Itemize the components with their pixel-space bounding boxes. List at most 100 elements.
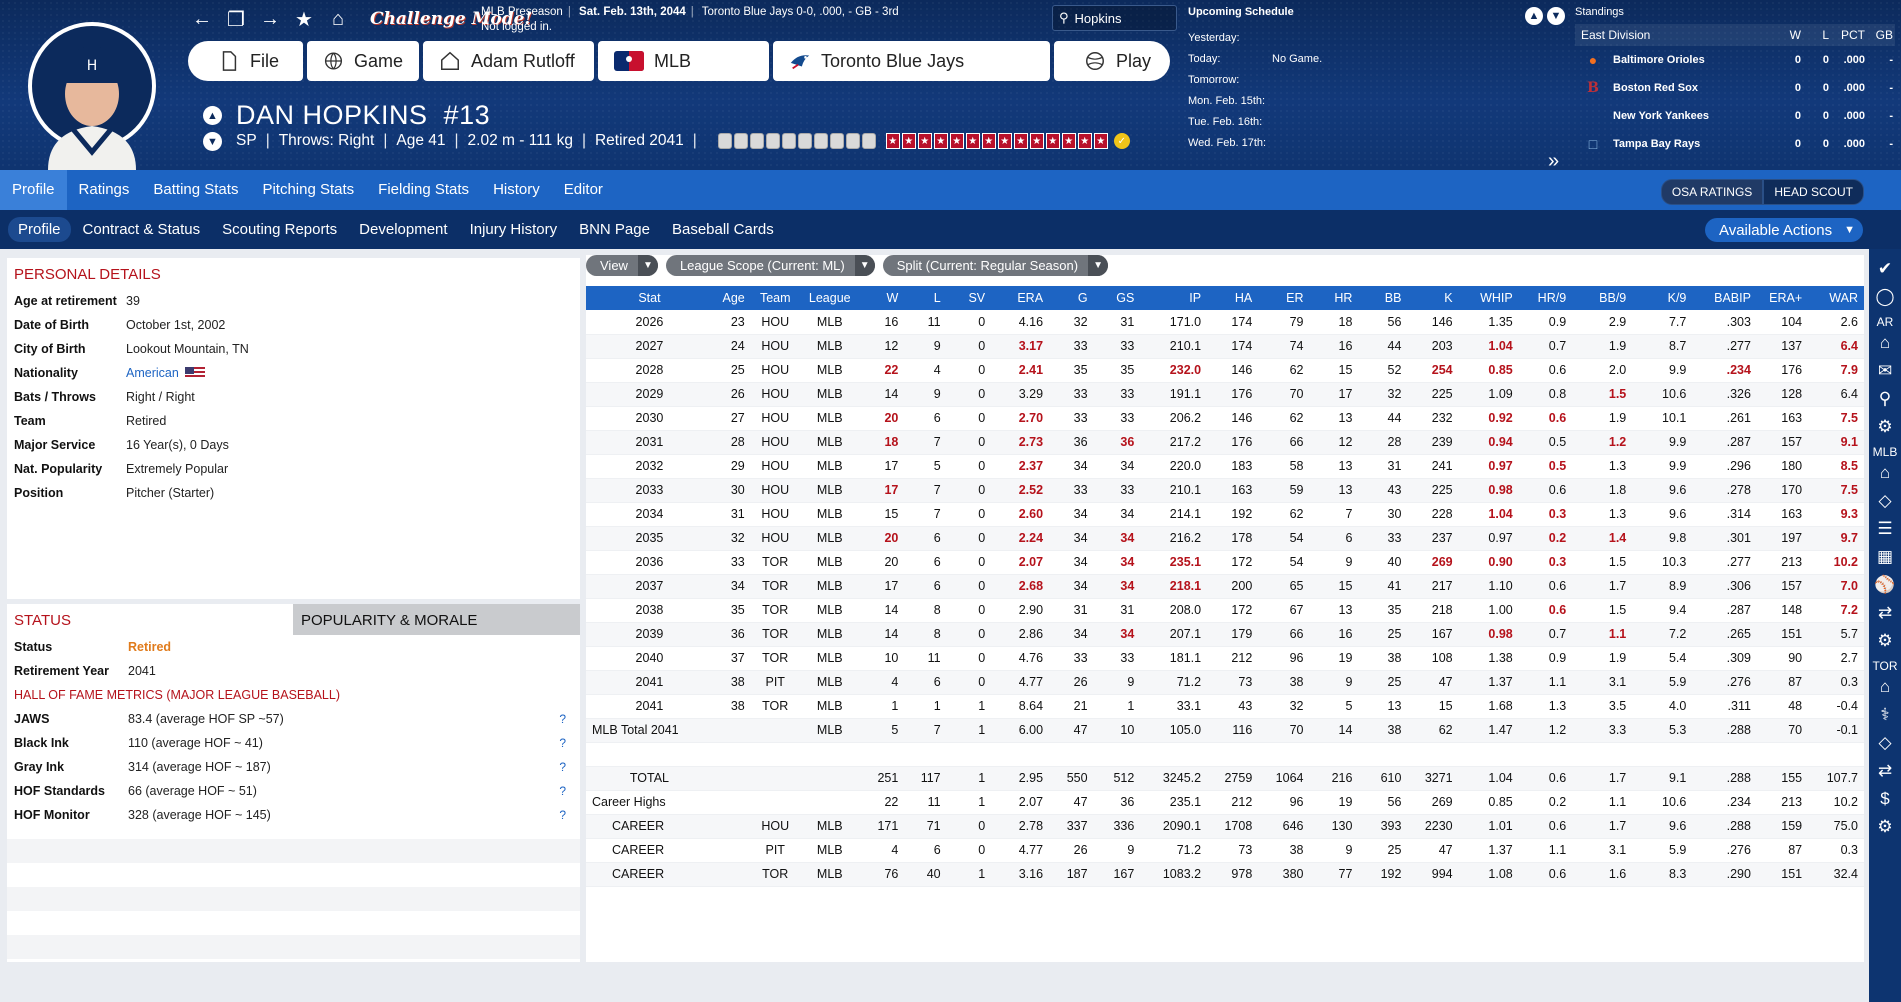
chevron-up-icon[interactable]: ▲ <box>1525 7 1543 25</box>
column-header[interactable]: BB/9 <box>1572 286 1633 310</box>
table-row[interactable]: 2034 31 HOU MLB 15 7 0 2.60 34 34 214.1 192 62 7 30 228… <box>586 502 1864 527</box>
gear-icon[interactable]: ⚙ <box>1877 817 1893 836</box>
subtab-contract-status[interactable]: Contract & Status <box>82 221 201 238</box>
column-header[interactable]: Stat <box>586 286 713 310</box>
subtab-injury-history[interactable]: Injury History <box>469 221 558 238</box>
league-button[interactable]: MLB <box>598 41 769 81</box>
allstar-star-icon[interactable]: ★ <box>997 133 1012 149</box>
award-badge-icon[interactable] <box>733 133 748 149</box>
help-icon[interactable]: ? <box>559 712 566 726</box>
award-badge-icon[interactable] <box>813 133 828 149</box>
dollar-icon[interactable]: $ <box>1880 789 1890 808</box>
subtab-scouting-reports[interactable]: Scouting Reports <box>222 221 338 238</box>
allstar-star-icon[interactable]: ★ <box>901 133 916 149</box>
table-row[interactable]: TOTAL 251 117 1 2.95 550 512 3245.2 2759 1064 216 6… <box>586 766 1864 791</box>
search-icon[interactable]: ⚲ <box>1878 389 1892 408</box>
column-header[interactable]: WAR <box>1808 286 1864 310</box>
table-row[interactable]: 2039 36 TOR MLB 14 8 0 2.86 34 34 207.1 179 66 16 25 16… <box>586 622 1864 647</box>
allstar-star-icon[interactable]: ★ <box>885 133 900 149</box>
award-badge-icon[interactable] <box>797 133 812 149</box>
home-icon[interactable]: ⌂ <box>331 7 345 30</box>
league-scope-dropdown[interactable]: League Scope (Current: ML) ▼ <box>665 255 875 276</box>
award-badge-icon[interactable] <box>829 133 844 149</box>
column-header[interactable]: WHIP <box>1458 286 1519 310</box>
column-header[interactable]: HA <box>1207 286 1259 310</box>
table-row[interactable]: 2027 24 HOU MLB 12 9 0 3.17 33 33 210.1 174 74 16 44 20… <box>586 334 1864 359</box>
search-box[interactable]: ⚲ Hopkins <box>1052 5 1177 31</box>
award-badge-icon[interactable] <box>845 133 860 149</box>
subtab-bnn-page[interactable]: BNN Page <box>579 221 650 238</box>
allstar-star-icon[interactable]: ★ <box>917 133 932 149</box>
table-row[interactable]: CAREER PIT MLB 4 6 0 4.77 26 9 71.2 73 38 9 25 47 1.37 1… <box>586 838 1864 863</box>
table-row[interactable]: 2037 34 TOR MLB 17 6 0 2.68 34 34 218.1 200 65 15 41 21… <box>586 574 1864 599</box>
award-badge-icon[interactable] <box>749 133 764 149</box>
allstar-star-icon[interactable]: ★ <box>949 133 964 149</box>
column-header[interactable]: GS <box>1093 286 1141 310</box>
tab-status[interactable]: STATUS <box>7 604 293 635</box>
column-header[interactable]: W <box>859 286 905 310</box>
standings-row[interactable]: □ Tampa Bay Rays 0 0 .000 - <box>1575 130 1895 158</box>
allstar-star-icon[interactable]: ★ <box>1093 133 1108 149</box>
mail-icon[interactable]: ✉ <box>1877 361 1893 380</box>
column-header[interactable]: HR <box>1309 286 1359 310</box>
column-header[interactable]: SV <box>946 286 992 310</box>
home-icon[interactable]: ⌂ <box>1879 333 1891 352</box>
table-row[interactable]: 2030 27 HOU MLB 20 6 0 2.70 33 33 206.2 146 62 13 44 23… <box>586 406 1864 431</box>
column-header[interactable]: ERA <box>991 286 1050 310</box>
chevron-down-icon[interactable]: ▼ <box>203 132 222 151</box>
allstar-star-icon[interactable]: ★ <box>1029 133 1044 149</box>
table-row[interactable]: 2028 25 HOU MLB 22 4 0 2.41 35 35 232.0 146 62 15 52 25… <box>586 358 1864 383</box>
medical-icon[interactable]: ⚕ <box>1880 705 1890 724</box>
allstar-star-icon[interactable]: ★ <box>1061 133 1076 149</box>
double-chevron-icon[interactable]: » <box>1548 150 1560 170</box>
table-row[interactable]: CAREER HOU MLB 171 71 0 2.78 337 336 2090.1 1708 64… <box>586 814 1864 839</box>
home-icon[interactable]: ⌂ <box>1879 677 1891 696</box>
tab-history[interactable]: History <box>493 181 540 198</box>
award-badge-icon[interactable] <box>861 133 876 149</box>
diamond-icon[interactable]: ◇ <box>1878 491 1892 510</box>
column-header[interactable]: Team <box>750 286 800 310</box>
table-row[interactable]: 2031 28 HOU MLB 18 7 0 2.73 36 36 217.2 176 66 12 28 23… <box>586 430 1864 455</box>
view-dropdown[interactable]: View ▼ <box>586 255 658 276</box>
column-header[interactable]: ER <box>1258 286 1310 310</box>
diamond-icon[interactable]: ◇ <box>1878 733 1892 752</box>
column-header[interactable]: K/9 <box>1632 286 1693 310</box>
column-header[interactable]: L <box>904 286 947 310</box>
bar-chart-icon[interactable]: ▦ <box>1876 547 1894 566</box>
table-row[interactable]: 2041 38 TOR MLB 1 1 1 8.64 21 1 33.1 43 32 5 13 15 1.68 1… <box>586 694 1864 719</box>
table-row[interactable]: 2038 35 TOR MLB 14 8 0 2.90 31 31 208.0 172 67 13 35 21… <box>586 598 1864 623</box>
table-row[interactable]: 2029 26 HOU MLB 14 9 0 3.29 33 33 191.1 176 70 17 32 22… <box>586 382 1864 407</box>
allstar-star-icon[interactable]: ★ <box>1045 133 1060 149</box>
tab-fielding-stats[interactable]: Fielding Stats <box>378 181 470 198</box>
home-icon[interactable]: ⌂ <box>1879 463 1891 482</box>
forward-icon[interactable]: → <box>260 7 280 30</box>
play-button[interactable]: Play <box>1054 41 1170 81</box>
table-row[interactable]: Career Highs 22 11 1 2.07 47 36 235.1 212 96 19 56 2… <box>586 790 1864 815</box>
chevron-down-icon[interactable]: ▼ <box>1547 7 1565 25</box>
transfer-icon[interactable]: ⇄ <box>1877 761 1893 780</box>
table-row[interactable]: 2036 33 TOR MLB 20 6 0 2.07 34 34 235.1 172 54 9 40 269… <box>586 550 1864 575</box>
standings-row[interactable]: New York Yankees 0 0 .000 - <box>1575 102 1895 130</box>
gold-medal-icon[interactable]: ✓ <box>1113 133 1130 149</box>
back-icon[interactable]: ← <box>192 7 212 30</box>
table-row[interactable]: 2040 37 TOR MLB 10 11 0 4.76 33 33 181.1 212 96 19 38 1… <box>586 646 1864 671</box>
tab-profile[interactable]: Profile <box>0 170 67 210</box>
transfer-icon[interactable]: ⇄ <box>1877 603 1893 622</box>
allstar-star-icon[interactable]: ★ <box>1077 133 1092 149</box>
table-row[interactable]: 2026 23 HOU MLB 16 11 0 4.16 32 31 171.0 174 79 18 56 1… <box>586 310 1864 335</box>
column-header[interactable]: ERA+ <box>1756 286 1809 310</box>
help-icon[interactable]: ? <box>559 784 566 798</box>
game-button[interactable]: Game <box>307 41 419 81</box>
subtab-profile[interactable]: Profile <box>8 217 71 242</box>
award-badge-icon[interactable] <box>781 133 796 149</box>
column-header[interactable]: K <box>1407 286 1459 310</box>
subtab-baseball-cards[interactable]: Baseball Cards <box>671 221 774 238</box>
column-header[interactable]: HR/9 <box>1518 286 1573 310</box>
split-dropdown[interactable]: Split (Current: Regular Season) ▼ <box>882 255 1109 276</box>
tab-popularity-morale[interactable]: POPULARITY & MORALE <box>293 604 580 635</box>
tab-editor[interactable]: Editor <box>563 181 603 198</box>
list-icon[interactable]: ☰ <box>1877 519 1893 538</box>
column-header[interactable]: BB <box>1358 286 1408 310</box>
standings-row[interactable]: B Boston Red Sox 0 0 .000 - <box>1575 74 1895 102</box>
column-header[interactable]: Age <box>712 286 751 310</box>
